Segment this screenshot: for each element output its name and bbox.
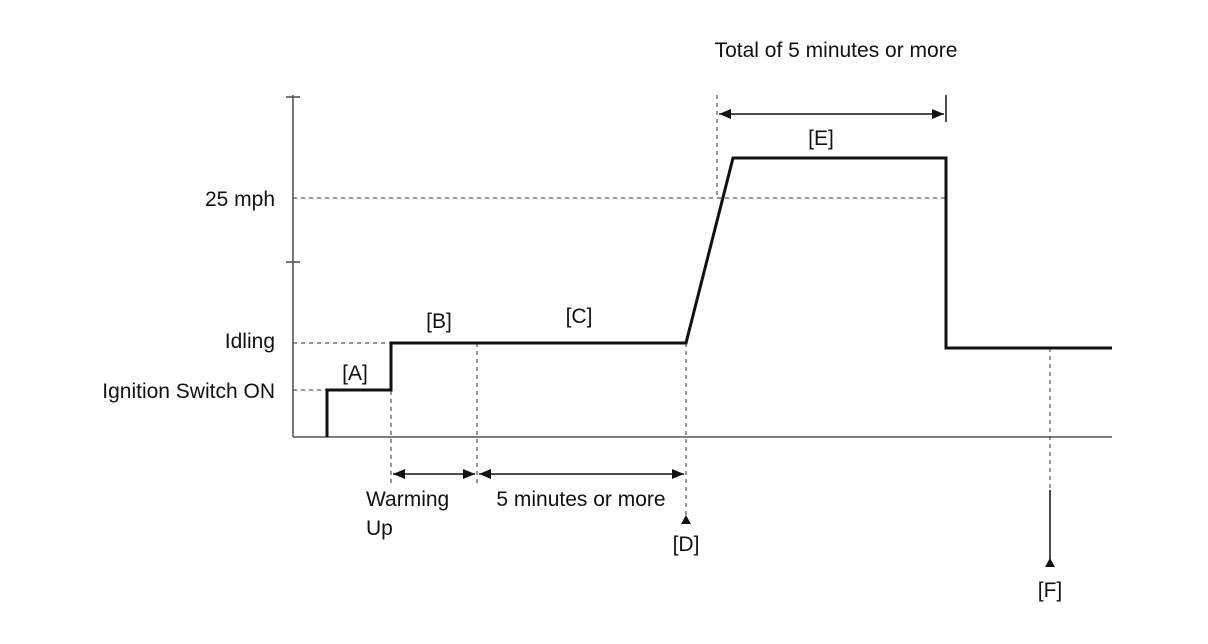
phase-b-label: [B] xyxy=(426,310,452,333)
five-minutes-dimension xyxy=(479,469,684,479)
arrow-left-head xyxy=(479,469,491,479)
phase-a-label: [A] xyxy=(342,362,368,385)
warming-label-line2: Up xyxy=(366,517,393,540)
phase-e-label: [E] xyxy=(808,127,834,150)
idling-level-label: Idling xyxy=(225,330,275,353)
phase-f-label: [F] xyxy=(1038,579,1063,602)
arrow-left-head xyxy=(719,109,731,119)
phase-d-label: [D] xyxy=(673,533,700,556)
d-marker-triangle xyxy=(681,515,691,524)
phase-c-label: [C] xyxy=(566,305,593,328)
f-marker-triangle xyxy=(1045,558,1055,567)
arrow-left-head xyxy=(393,469,405,479)
ignition-level-label: Ignition Switch ON xyxy=(102,380,275,403)
arrow-right-head xyxy=(672,469,684,479)
arrow-right-head xyxy=(463,469,475,479)
speed-level-label: 25 mph xyxy=(205,188,275,211)
total-five-minutes-dimension xyxy=(719,109,944,119)
arrow-right-head xyxy=(932,109,944,119)
axes xyxy=(286,95,1112,438)
guide-lines xyxy=(293,95,1051,515)
total-five-minutes-label: Total of 5 minutes or more xyxy=(715,39,958,62)
five-minutes-label: 5 minutes or more xyxy=(496,488,665,511)
warming-label-line1: Warming xyxy=(366,488,449,511)
speed-trace xyxy=(325,156,1112,437)
warming-up-dimension xyxy=(393,469,475,479)
